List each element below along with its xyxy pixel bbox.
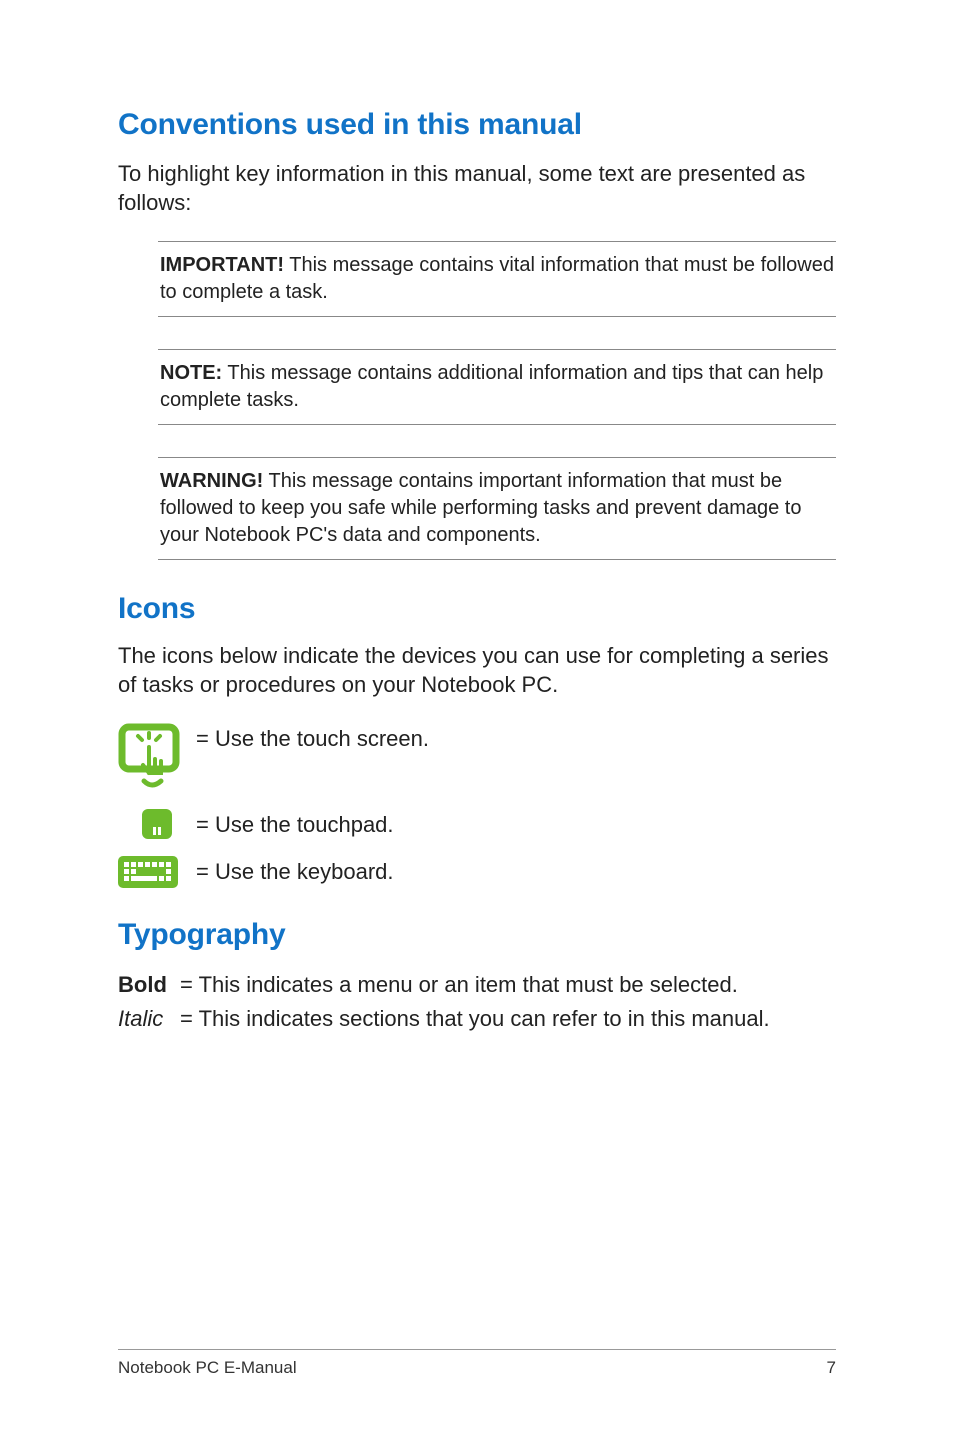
heading-conventions: Conventions used in this manual [118,108,836,142]
touchpad-icon [142,809,172,839]
icon-label-keyboard: = Use the keyboard. [196,856,394,887]
callout-note-text: This message contains additional informa… [160,362,823,411]
document-page: Conventions used in this manual To highl… [0,0,954,1438]
typo-desc-italic: = This indicates sections that you can r… [180,1002,770,1036]
callout-important: IMPORTANT! This message contains vital i… [158,241,836,317]
icon-row-touchpad: = Use the touchpad. [118,809,836,840]
callout-note: NOTE: This message contains additional i… [158,349,836,425]
callout-warning-label: WARNING! [160,470,263,492]
typo-row-bold: Bold = This indicates a menu or an item … [118,968,836,1002]
keyboard-icon [118,856,178,888]
icon-cell [118,723,196,793]
icon-cell [118,856,196,888]
intro-conventions: To highlight key information in this man… [118,160,836,217]
intro-icons: The icons below indicate the devices you… [118,642,836,699]
icon-list: = Use the touch screen. = Use the touchp… [118,723,836,888]
typo-key-italic: Italic [118,1002,180,1036]
page-footer: Notebook PC E-Manual 7 [118,1349,836,1378]
callout-note-label: NOTE: [160,362,222,384]
callout-warning: WARNING! This message contains important… [158,457,836,560]
typography-table: Bold = This indicates a menu or an item … [118,968,836,1036]
callouts-group: IMPORTANT! This message contains vital i… [158,241,836,560]
icon-row-keyboard: = Use the keyboard. [118,856,836,888]
page-number: 7 [827,1358,836,1378]
icon-row-touchscreen: = Use the touch screen. [118,723,836,793]
callout-important-label: IMPORTANT! [160,254,284,276]
touch-screen-icon [118,723,182,793]
footer-title: Notebook PC E-Manual [118,1358,297,1378]
icon-label-touchpad: = Use the touchpad. [196,809,394,840]
typo-key-bold: Bold [118,968,180,1002]
icon-label-touchscreen: = Use the touch screen. [196,723,429,754]
heading-typography: Typography [118,918,836,952]
icon-cell [118,809,196,839]
typo-desc-bold: = This indicates a menu or an item that … [180,968,738,1002]
heading-icons: Icons [118,592,836,626]
typo-row-italic: Italic = This indicates sections that yo… [118,1002,836,1036]
